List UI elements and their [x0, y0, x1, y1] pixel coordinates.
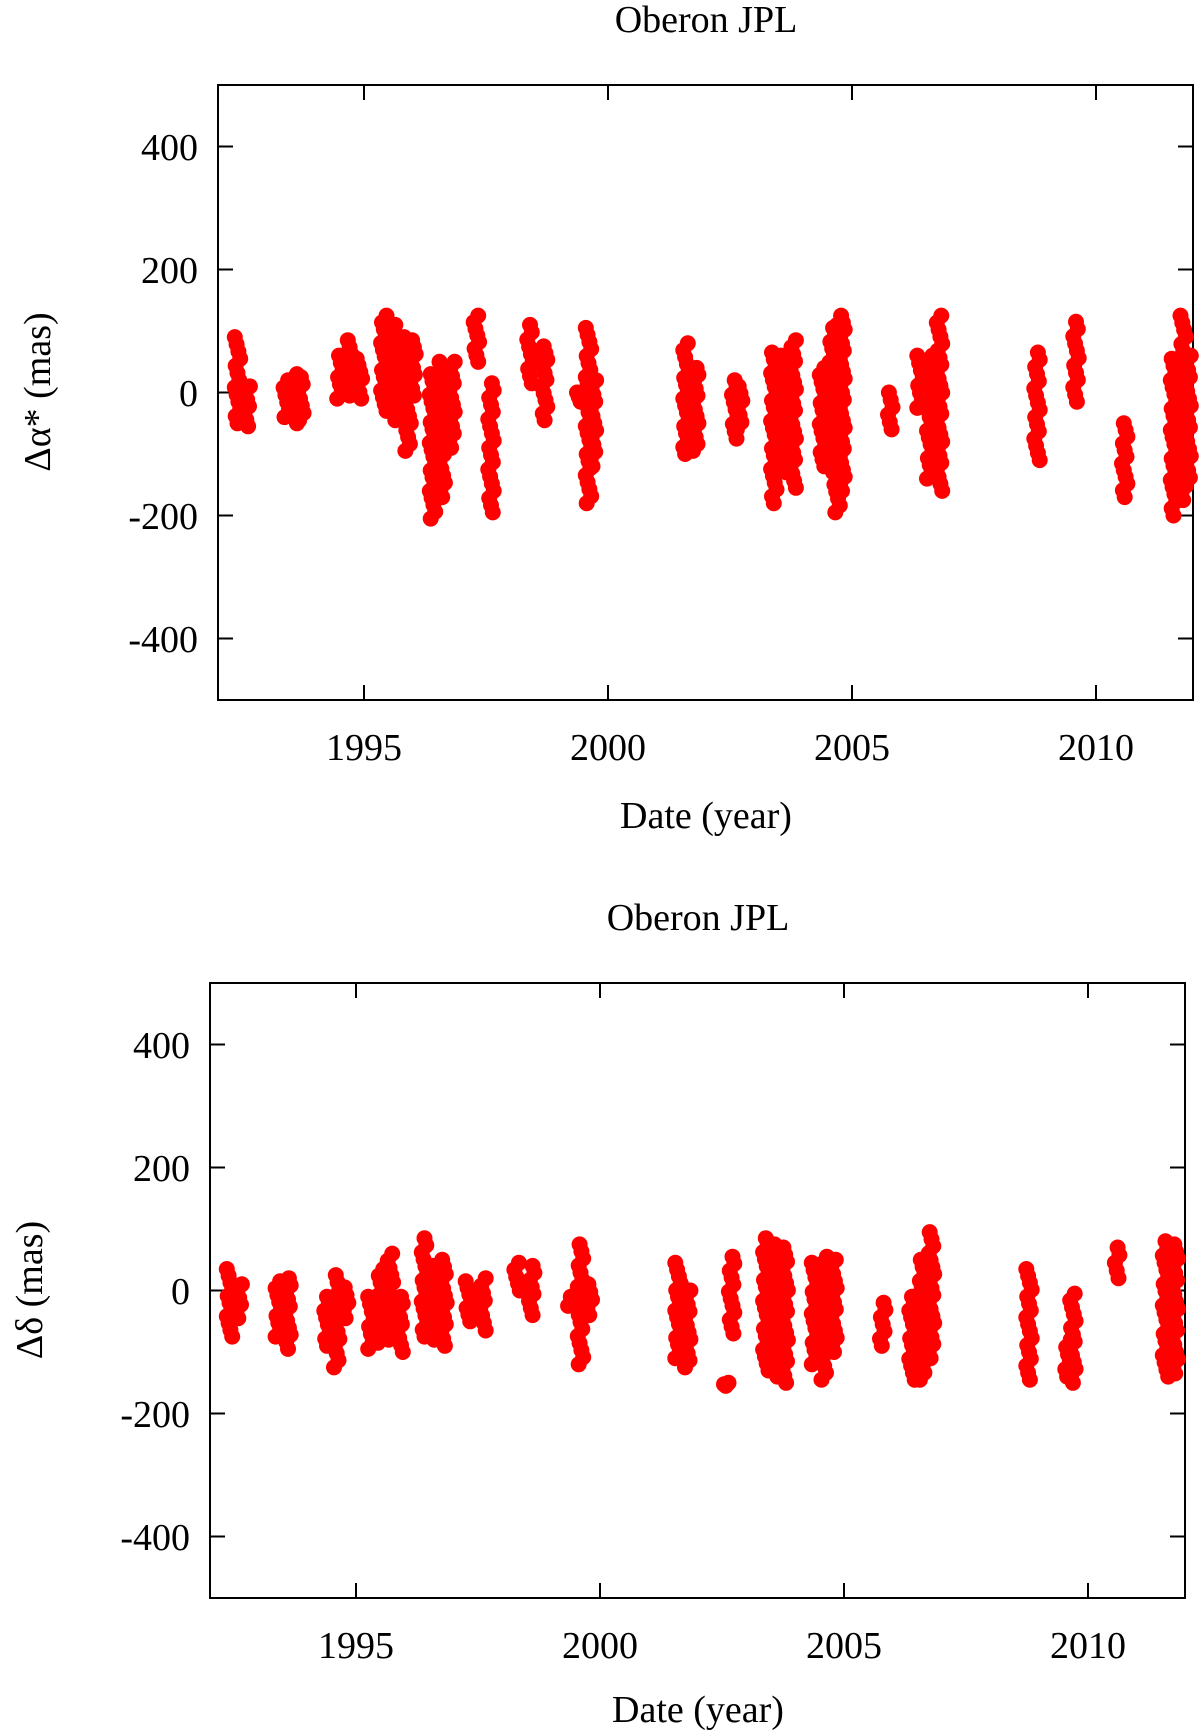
data-point — [827, 504, 844, 521]
y-tick-label: -400 — [128, 619, 198, 661]
data-point — [685, 442, 701, 459]
data-point — [224, 1328, 241, 1345]
y-tick-label: 400 — [133, 1025, 190, 1067]
data-point — [394, 1344, 411, 1360]
data-point — [434, 489, 451, 506]
data-point — [536, 412, 553, 429]
y-tick-label: -200 — [120, 1394, 190, 1436]
chart-title: Oberon JPL — [615, 0, 798, 41]
data-point — [1068, 393, 1085, 410]
y-axis-label: Δα* (mas) — [17, 312, 59, 471]
y-tick-label: -200 — [128, 496, 198, 538]
x-axis-label: Date (year) — [612, 1689, 784, 1731]
data-point — [230, 1310, 247, 1327]
data-point — [787, 479, 804, 496]
data-point — [524, 1307, 541, 1324]
x-axis-ticks: 1995 2000 2005 2010 — [318, 983, 1126, 1667]
data-points — [226, 307, 1199, 527]
data-point — [1110, 1270, 1127, 1287]
x-tick-label: 2000 — [570, 727, 646, 769]
data-point — [291, 412, 308, 429]
data-point — [677, 1359, 693, 1376]
data-point — [934, 482, 951, 499]
data-point — [353, 390, 370, 407]
data-point — [725, 1325, 742, 1342]
data-point — [922, 1350, 939, 1367]
chart-panel-ra-offsets: Oberon JPL 400 200 0 -200 -400 1995 2000 — [17, 0, 1199, 837]
data-point — [873, 1337, 890, 1354]
chart-title: Oberon JPL — [607, 897, 790, 939]
data-point — [584, 458, 601, 475]
y-axis-label: Δδ (mas) — [9, 1221, 51, 1359]
data-point — [813, 1371, 830, 1388]
data-point — [578, 495, 595, 512]
y-tick-label: 200 — [141, 250, 198, 292]
data-point — [883, 421, 900, 438]
y-axis-ticks: 400 200 0 -200 -400 — [120, 1025, 1185, 1559]
y-tick-label: 400 — [141, 127, 198, 169]
data-point — [728, 421, 745, 438]
data-point — [1064, 1374, 1081, 1391]
data-point — [405, 387, 422, 404]
data-point — [477, 1322, 494, 1339]
x-tick-label: 1995 — [326, 727, 402, 769]
data-point — [329, 390, 346, 407]
data-point — [484, 504, 501, 521]
data-point — [1165, 507, 1182, 524]
x-axis-ticks: 1995 2000 2005 2010 — [326, 85, 1134, 769]
data-point — [1177, 476, 1194, 493]
data-point — [240, 418, 257, 435]
y-tick-label: -400 — [120, 1517, 190, 1559]
data-point — [717, 1377, 734, 1394]
data-point — [765, 495, 782, 512]
data-point — [422, 510, 439, 527]
chart-panel-dec-offsets: Oberon JPL 400 200 0 -200 -400 1995 2000 — [9, 897, 1186, 1731]
x-tick-label: 2005 — [806, 1625, 882, 1667]
data-points — [218, 1224, 1186, 1394]
data-point — [826, 1344, 842, 1360]
x-tick-label: 2005 — [814, 727, 890, 769]
x-tick-label: 1995 — [318, 1625, 394, 1667]
data-point — [436, 1337, 453, 1354]
data-point — [1116, 489, 1133, 506]
data-point — [1021, 1371, 1038, 1388]
data-point — [397, 442, 414, 459]
x-tick-label: 2010 — [1058, 727, 1134, 769]
data-point — [911, 1371, 928, 1388]
y-tick-label: 0 — [179, 373, 198, 415]
data-point — [326, 1359, 342, 1376]
data-point — [337, 1310, 354, 1327]
data-point — [1175, 492, 1192, 509]
y-tick-label: 0 — [171, 1271, 190, 1313]
data-point — [570, 1356, 587, 1373]
y-tick-label: 200 — [133, 1148, 190, 1190]
x-tick-label: 2000 — [562, 1625, 638, 1667]
data-point — [462, 1313, 479, 1330]
data-point — [1031, 452, 1048, 469]
data-point — [443, 439, 460, 456]
data-point — [280, 1340, 296, 1357]
data-point — [778, 1374, 795, 1391]
data-point — [834, 482, 850, 499]
data-point — [560, 1297, 577, 1314]
data-point — [470, 353, 487, 370]
data-point — [581, 1307, 598, 1324]
x-axis-label: Date (year) — [620, 795, 792, 837]
data-point — [1167, 1365, 1184, 1382]
x-tick-label: 2010 — [1050, 1625, 1126, 1667]
